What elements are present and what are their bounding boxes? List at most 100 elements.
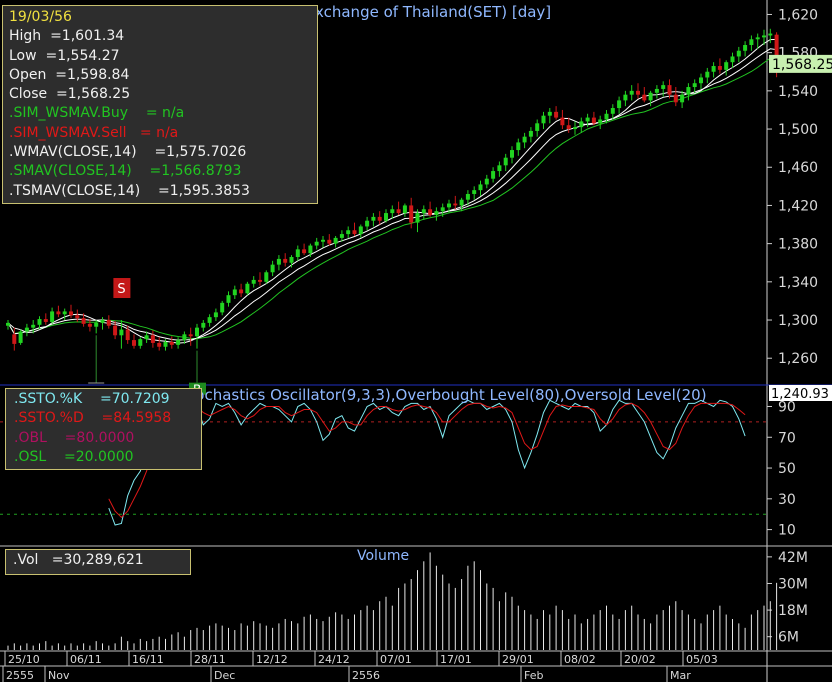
date-tick-label: 08/02	[564, 653, 596, 666]
ssto-k-label: .SSTO.%K =70.7209	[14, 391, 170, 407]
candle-body	[327, 239, 332, 244]
volume-tick-label: 18M	[778, 603, 808, 619]
candle-body	[472, 190, 477, 194]
candle-body	[302, 249, 307, 254]
sim-sell-label: .SIM_WSMAV.Sell = n/a	[9, 124, 179, 141]
candle-body	[283, 258, 288, 263]
date-tick-label: 05/03	[686, 653, 718, 666]
candle-body	[629, 90, 634, 95]
candle-body	[705, 71, 710, 78]
candle-body	[62, 311, 67, 315]
stochastic-info-panel: .SSTO.%K =70.7209 .SSTO.%D =84.5958 .OBL…	[5, 388, 202, 470]
candle-body	[566, 125, 571, 130]
candle-body	[755, 37, 760, 40]
volume-tick-label: 30M	[778, 576, 808, 592]
stoch-tick-label: 10	[778, 523, 796, 539]
candle-body	[75, 315, 80, 319]
candle-body	[390, 209, 395, 214]
candle-body	[692, 83, 697, 88]
candle-body	[352, 230, 357, 235]
candle-body	[365, 220, 370, 227]
candle-body	[264, 272, 269, 282]
candle-body	[428, 209, 433, 215]
date-tick-label: 16/11	[132, 653, 164, 666]
candle-body	[201, 322, 206, 328]
candle-body	[50, 311, 55, 322]
volume-info-panel: .Vol =30,289,621	[5, 549, 191, 575]
candle-body	[188, 334, 193, 337]
stoch-tick-label: 70	[778, 430, 796, 446]
candle-body	[491, 171, 496, 179]
candle-body	[554, 111, 559, 118]
candle-body	[516, 142, 521, 151]
candle-body	[447, 203, 451, 208]
candle-body	[69, 311, 73, 316]
month-tick-label: Mar	[670, 669, 691, 682]
candle-body	[87, 323, 92, 327]
ssto-k-line	[108, 399, 746, 526]
last-price-box	[769, 54, 832, 73]
candle-body	[591, 117, 596, 124]
candle-body	[384, 213, 388, 221]
date-label: 19/03/56	[9, 9, 72, 25]
candle-body	[402, 205, 407, 214]
low-label: Low =1,554.27	[9, 47, 120, 64]
candle-body	[56, 311, 61, 315]
date-tick-label: 07/01	[380, 653, 412, 666]
candle-body	[377, 216, 382, 221]
volume-tick-label: 42M	[778, 550, 808, 566]
candle-body	[541, 115, 546, 124]
wmav-line	[7, 48, 777, 341]
candle-body	[642, 94, 647, 101]
price-tick-label: 1,340	[778, 275, 818, 291]
candle-body	[623, 94, 628, 101]
price-chart-title: xchange of Thailand(SET) [day]	[315, 3, 551, 21]
close-label: Close =1,568.25	[9, 86, 131, 103]
sell-signal-marker	[113, 278, 131, 299]
price-tick-label: 1,380	[778, 237, 818, 253]
candle-body	[522, 136, 527, 143]
ssto-d-label: .SSTO.%D =84.5958	[14, 410, 172, 427]
candle-body	[484, 178, 489, 185]
smav-line	[7, 56, 777, 340]
date-tick-label: 20/02	[624, 653, 656, 666]
candle-body	[195, 327, 199, 337]
candle-body	[132, 340, 136, 346]
candle-body	[667, 85, 672, 95]
candle-body	[308, 245, 313, 254]
candle-body	[673, 94, 678, 103]
candle-body	[176, 340, 181, 345]
candle-body	[717, 66, 722, 70]
candle-body	[339, 234, 344, 238]
marker-label: 1,240.93	[771, 387, 829, 402]
candle-body	[119, 329, 124, 336]
candle-body	[239, 289, 244, 294]
candle-body	[699, 77, 703, 84]
candle-body	[81, 318, 86, 324]
date-tick-label: 17/01	[440, 653, 472, 666]
sim-buy-label: .SIM_WSMAV.Buy = n/a	[9, 105, 185, 122]
candle-body	[106, 320, 111, 326]
candle-body	[617, 100, 622, 109]
candle-body	[749, 39, 754, 46]
candle-body	[144, 335, 149, 340]
candle-body	[182, 334, 187, 341]
candle-body	[510, 150, 514, 158]
candle-body	[346, 230, 351, 235]
obl-label: .OBL =80.0000	[14, 429, 135, 446]
month-tick-label: Feb	[524, 669, 543, 682]
candle-body	[138, 339, 143, 346]
candle-body	[226, 295, 231, 303]
date-tick-label: 12/12	[256, 653, 288, 666]
candle-body	[661, 85, 666, 89]
month-tick-label: Nov	[48, 669, 70, 682]
candle-body	[503, 157, 508, 166]
candle-body	[768, 33, 773, 36]
candle-body	[762, 35, 766, 38]
candle-body	[295, 249, 300, 257]
candle-body	[258, 279, 262, 282]
candle-body	[648, 92, 653, 101]
candle-body	[37, 319, 42, 325]
candle-body	[434, 211, 439, 215]
